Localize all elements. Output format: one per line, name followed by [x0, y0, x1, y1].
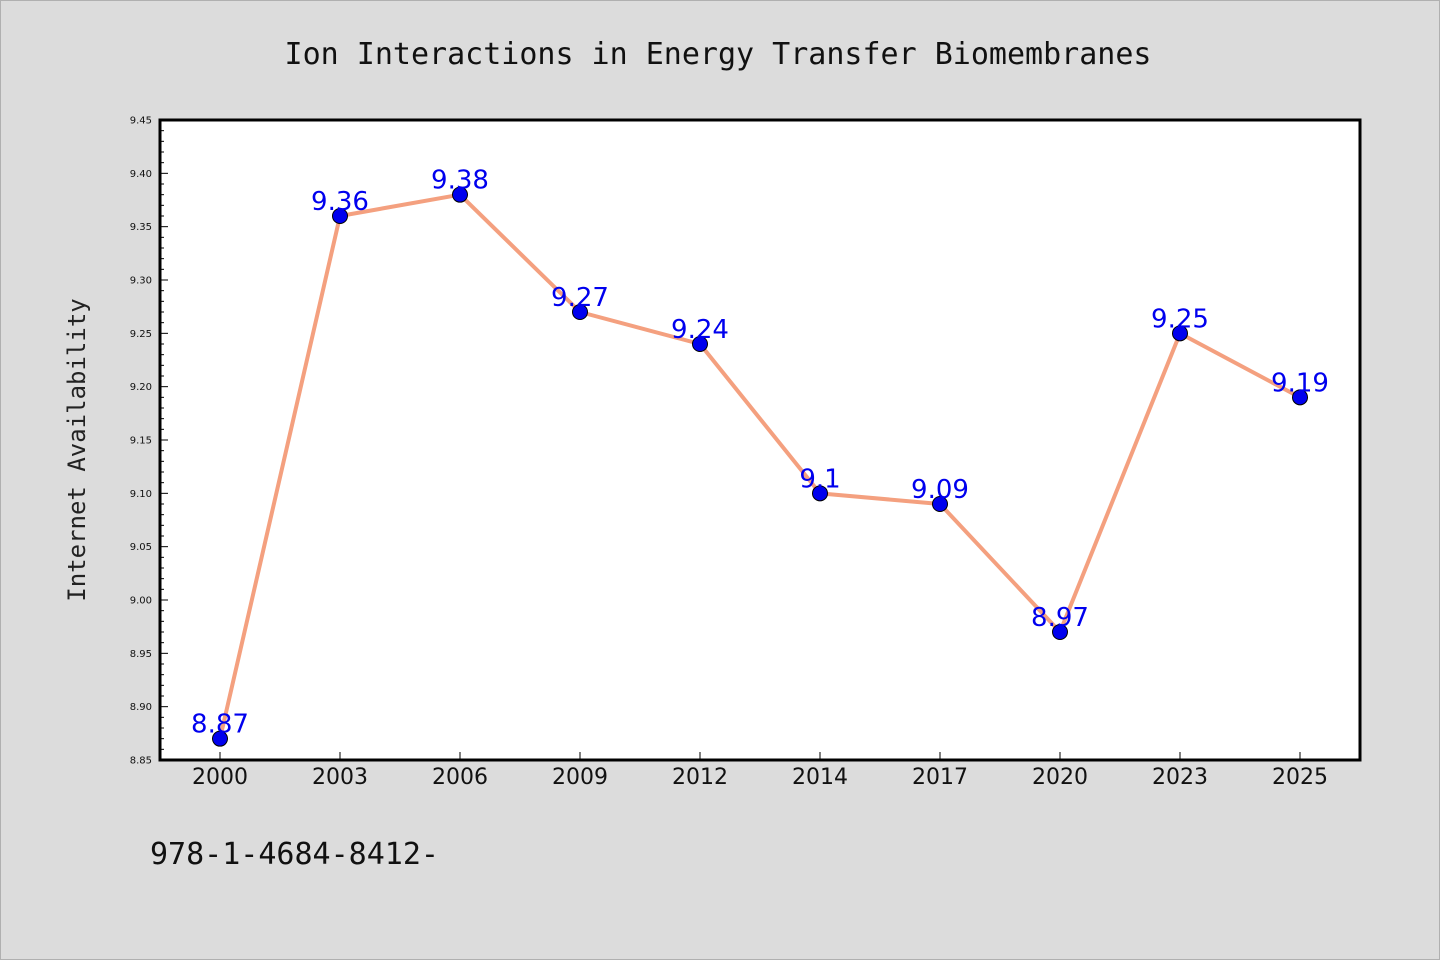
x-tick-label: 2006 [432, 765, 488, 790]
y-tick-label: 9.15 [130, 436, 152, 447]
data-point [572, 304, 588, 320]
x-axis: 2000 2003 2006 2009 2012 2014 2017 2020 2023 2025 [192, 752, 1328, 790]
y-tick-label: 9.25 [130, 329, 152, 340]
x-tick-label: 2025 [1272, 765, 1328, 790]
data-point [452, 186, 468, 203]
data-point [932, 496, 948, 512]
data-label: 8.87 [191, 710, 249, 740]
data-point [1052, 624, 1068, 640]
y-tick-label: 9.45 [130, 116, 152, 127]
x-tick-label: 2003 [312, 765, 368, 790]
series-line [218, 192, 1301, 740]
data-labels: 8.87 9.36 9.38 9.27 9.24 9.1 9.09 8.97 9.25 9.19 [191, 166, 1329, 740]
x-tick-label: 2020 [1032, 765, 1088, 790]
y-tick-label: 9.20 [130, 382, 152, 393]
data-label: 8.97 [1031, 603, 1089, 633]
y-tick-label: 8.90 [130, 702, 152, 713]
series-line-group [218, 192, 1301, 740]
plot-area [158, 118, 1362, 762]
footnote: 978-1-4684-8412- [150, 837, 439, 872]
chart-title: Ion Interactions in Energy Transfer Biom… [285, 37, 1152, 72]
x-tick-label: 2000 [192, 765, 248, 790]
x-tick-label: 2009 [552, 765, 608, 790]
data-label: 9.19 [1271, 368, 1329, 398]
data-label: 9.27 [551, 283, 609, 313]
y-tick-label: 9.40 [130, 169, 152, 180]
data-label: 9.24 [671, 315, 729, 345]
y-tick-label: 9.30 [130, 276, 152, 287]
x-tick-label: 2017 [912, 765, 968, 790]
x-tick-label: 2023 [1152, 765, 1208, 790]
y-tick-label: 9.10 [130, 489, 152, 500]
x-tick-label: 2014 [792, 765, 848, 790]
data-point [332, 208, 348, 224]
y-axis: 8.85 8.90 8.95 9.00 9.05 9.10 9.15 9.20 9.25 9.30… [130, 116, 168, 767]
data-points [212, 186, 1308, 747]
y-tick-label: 9.05 [130, 542, 152, 553]
data-point [692, 336, 708, 352]
x-tick-label: 2012 [672, 765, 728, 790]
data-label: 9.36 [311, 187, 369, 217]
data-label: 9.25 [1151, 304, 1209, 334]
data-label: 9.09 [911, 475, 969, 505]
data-point [212, 730, 228, 747]
data-point [1172, 325, 1188, 342]
data-label: 9.1 [799, 464, 840, 494]
y-axis-label: Internet Availability [63, 298, 91, 601]
data-label: 9.38 [431, 166, 489, 196]
data-point [812, 485, 828, 502]
y-tick-label: 8.95 [130, 649, 152, 660]
y-tick-label: 9.00 [130, 596, 152, 607]
y-tick-label: 9.35 [130, 222, 152, 233]
y-tick-label: 8.85 [130, 756, 152, 767]
data-point [1292, 389, 1308, 406]
